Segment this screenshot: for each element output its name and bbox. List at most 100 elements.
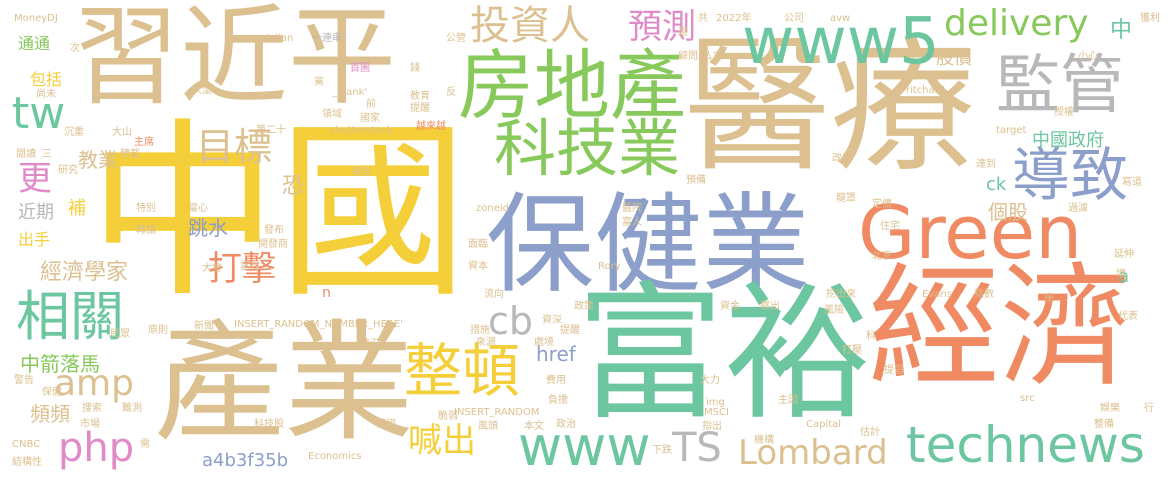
word: 前 — [366, 99, 376, 110]
word: 產業 — [154, 307, 415, 459]
word: 教業 — [78, 148, 118, 172]
word: img — [706, 397, 725, 408]
word: 處境 — [534, 337, 554, 348]
word: 大會 — [202, 263, 222, 274]
word: INSERT_RANDOM_NUMBER_HERE' — [234, 319, 403, 330]
word: 共 — [698, 13, 708, 24]
word: 警告 — [14, 375, 34, 386]
word: 延伸 — [1114, 249, 1134, 260]
word: 相關 — [16, 285, 124, 348]
word: 資本 — [468, 261, 488, 272]
word: 醫院 — [622, 203, 642, 214]
word: amp — [54, 363, 134, 404]
word: 沉重 — [64, 127, 84, 138]
word: _blank' — [332, 87, 368, 98]
word: 住宅 — [880, 221, 900, 232]
word: 反 — [446, 87, 456, 98]
word: 出手 — [18, 230, 51, 249]
word: 風險 — [824, 305, 844, 316]
word: 改革 — [832, 153, 852, 164]
word: 主席 — [134, 137, 154, 148]
word: 本文 — [524, 421, 544, 432]
word: 估計 — [860, 427, 880, 438]
word: 當心 — [188, 203, 208, 214]
word: 指出 — [702, 421, 722, 432]
word: 機構 — [754, 435, 774, 446]
word: 保健 — [42, 387, 62, 398]
word: 私立 — [702, 51, 722, 62]
word: 中國 — [88, 102, 469, 323]
word: 醫療 — [684, 22, 976, 192]
word: Green — [858, 190, 1083, 276]
word: 打擊 — [208, 249, 276, 289]
word: 黨 — [314, 77, 324, 88]
word: 尚未 — [36, 89, 56, 100]
word: MSCI — [704, 407, 729, 418]
word: 面臨 — [468, 239, 488, 250]
word: 脆弱 — [438, 411, 458, 422]
word: 寫道 — [1122, 177, 1142, 188]
word: Rory — [598, 261, 621, 272]
word: 北京 — [872, 251, 892, 262]
word: src — [1020, 393, 1035, 404]
word: 個股 — [988, 200, 1028, 224]
word: 獲利 — [1140, 13, 1160, 24]
word: cb — [488, 299, 534, 343]
word: 新聞 — [194, 321, 214, 332]
word: 科 — [866, 331, 876, 342]
word: 目標 — [196, 125, 273, 169]
word: TS — [672, 425, 722, 471]
word: a4b3f35b — [202, 450, 289, 471]
word: 當局 — [240, 261, 260, 272]
word: 特別 — [136, 203, 156, 214]
word: 錢 — [410, 63, 420, 74]
word: avw — [830, 13, 851, 24]
word: 下跌 — [652, 445, 672, 456]
word: 挖出來 — [826, 289, 856, 300]
word: 預備 — [686, 175, 706, 186]
word: 市場 — [80, 419, 100, 430]
word: 結構性 — [12, 457, 42, 468]
word: 原則 — [148, 325, 168, 336]
word: 恐 — [282, 174, 305, 199]
word: 流向 — [484, 289, 504, 300]
word: 三 — [42, 149, 52, 160]
word: 導致 — [1012, 141, 1129, 209]
word: 打壓 — [842, 345, 862, 356]
word: Lombard — [738, 433, 888, 473]
word: 行 — [1144, 403, 1154, 414]
word: 一連串 — [312, 33, 342, 44]
word: 跳水 — [188, 216, 228, 240]
word: 搜索 — [82, 403, 102, 414]
word: 大山 — [112, 127, 132, 138]
word: 補 — [68, 198, 86, 219]
word: ck — [986, 174, 1007, 195]
word: 資深 — [542, 315, 562, 326]
word: INSERT_RANDOM — [454, 407, 540, 418]
word: 負擔 — [548, 395, 568, 406]
word: 避 — [678, 27, 688, 38]
word: delivery — [944, 3, 1089, 44]
word: 來源 — [476, 337, 496, 348]
word: 中國政府 — [1032, 130, 1104, 151]
word: href — [536, 342, 576, 366]
word: 過濾 — [1068, 203, 1088, 214]
word: 察出 — [760, 301, 780, 312]
word: 喊出 — [408, 421, 476, 461]
word: 達到 — [976, 159, 996, 170]
word: 政策 — [574, 301, 594, 312]
word: www5 — [742, 5, 940, 79]
word: 中箭落馬 — [20, 352, 100, 376]
word: 顧問 — [678, 51, 698, 62]
word: 包括 — [30, 70, 63, 89]
word: 代表 — [1118, 311, 1138, 322]
word: 報告 — [352, 167, 372, 178]
word: 美 — [248, 359, 258, 370]
word: 發布 — [264, 225, 284, 236]
word: 保健業 — [486, 183, 811, 308]
word: 公營 — [446, 33, 466, 44]
word: 房地產 — [458, 41, 686, 130]
word: 更 — [18, 159, 52, 199]
word: 股價 — [936, 48, 972, 69]
